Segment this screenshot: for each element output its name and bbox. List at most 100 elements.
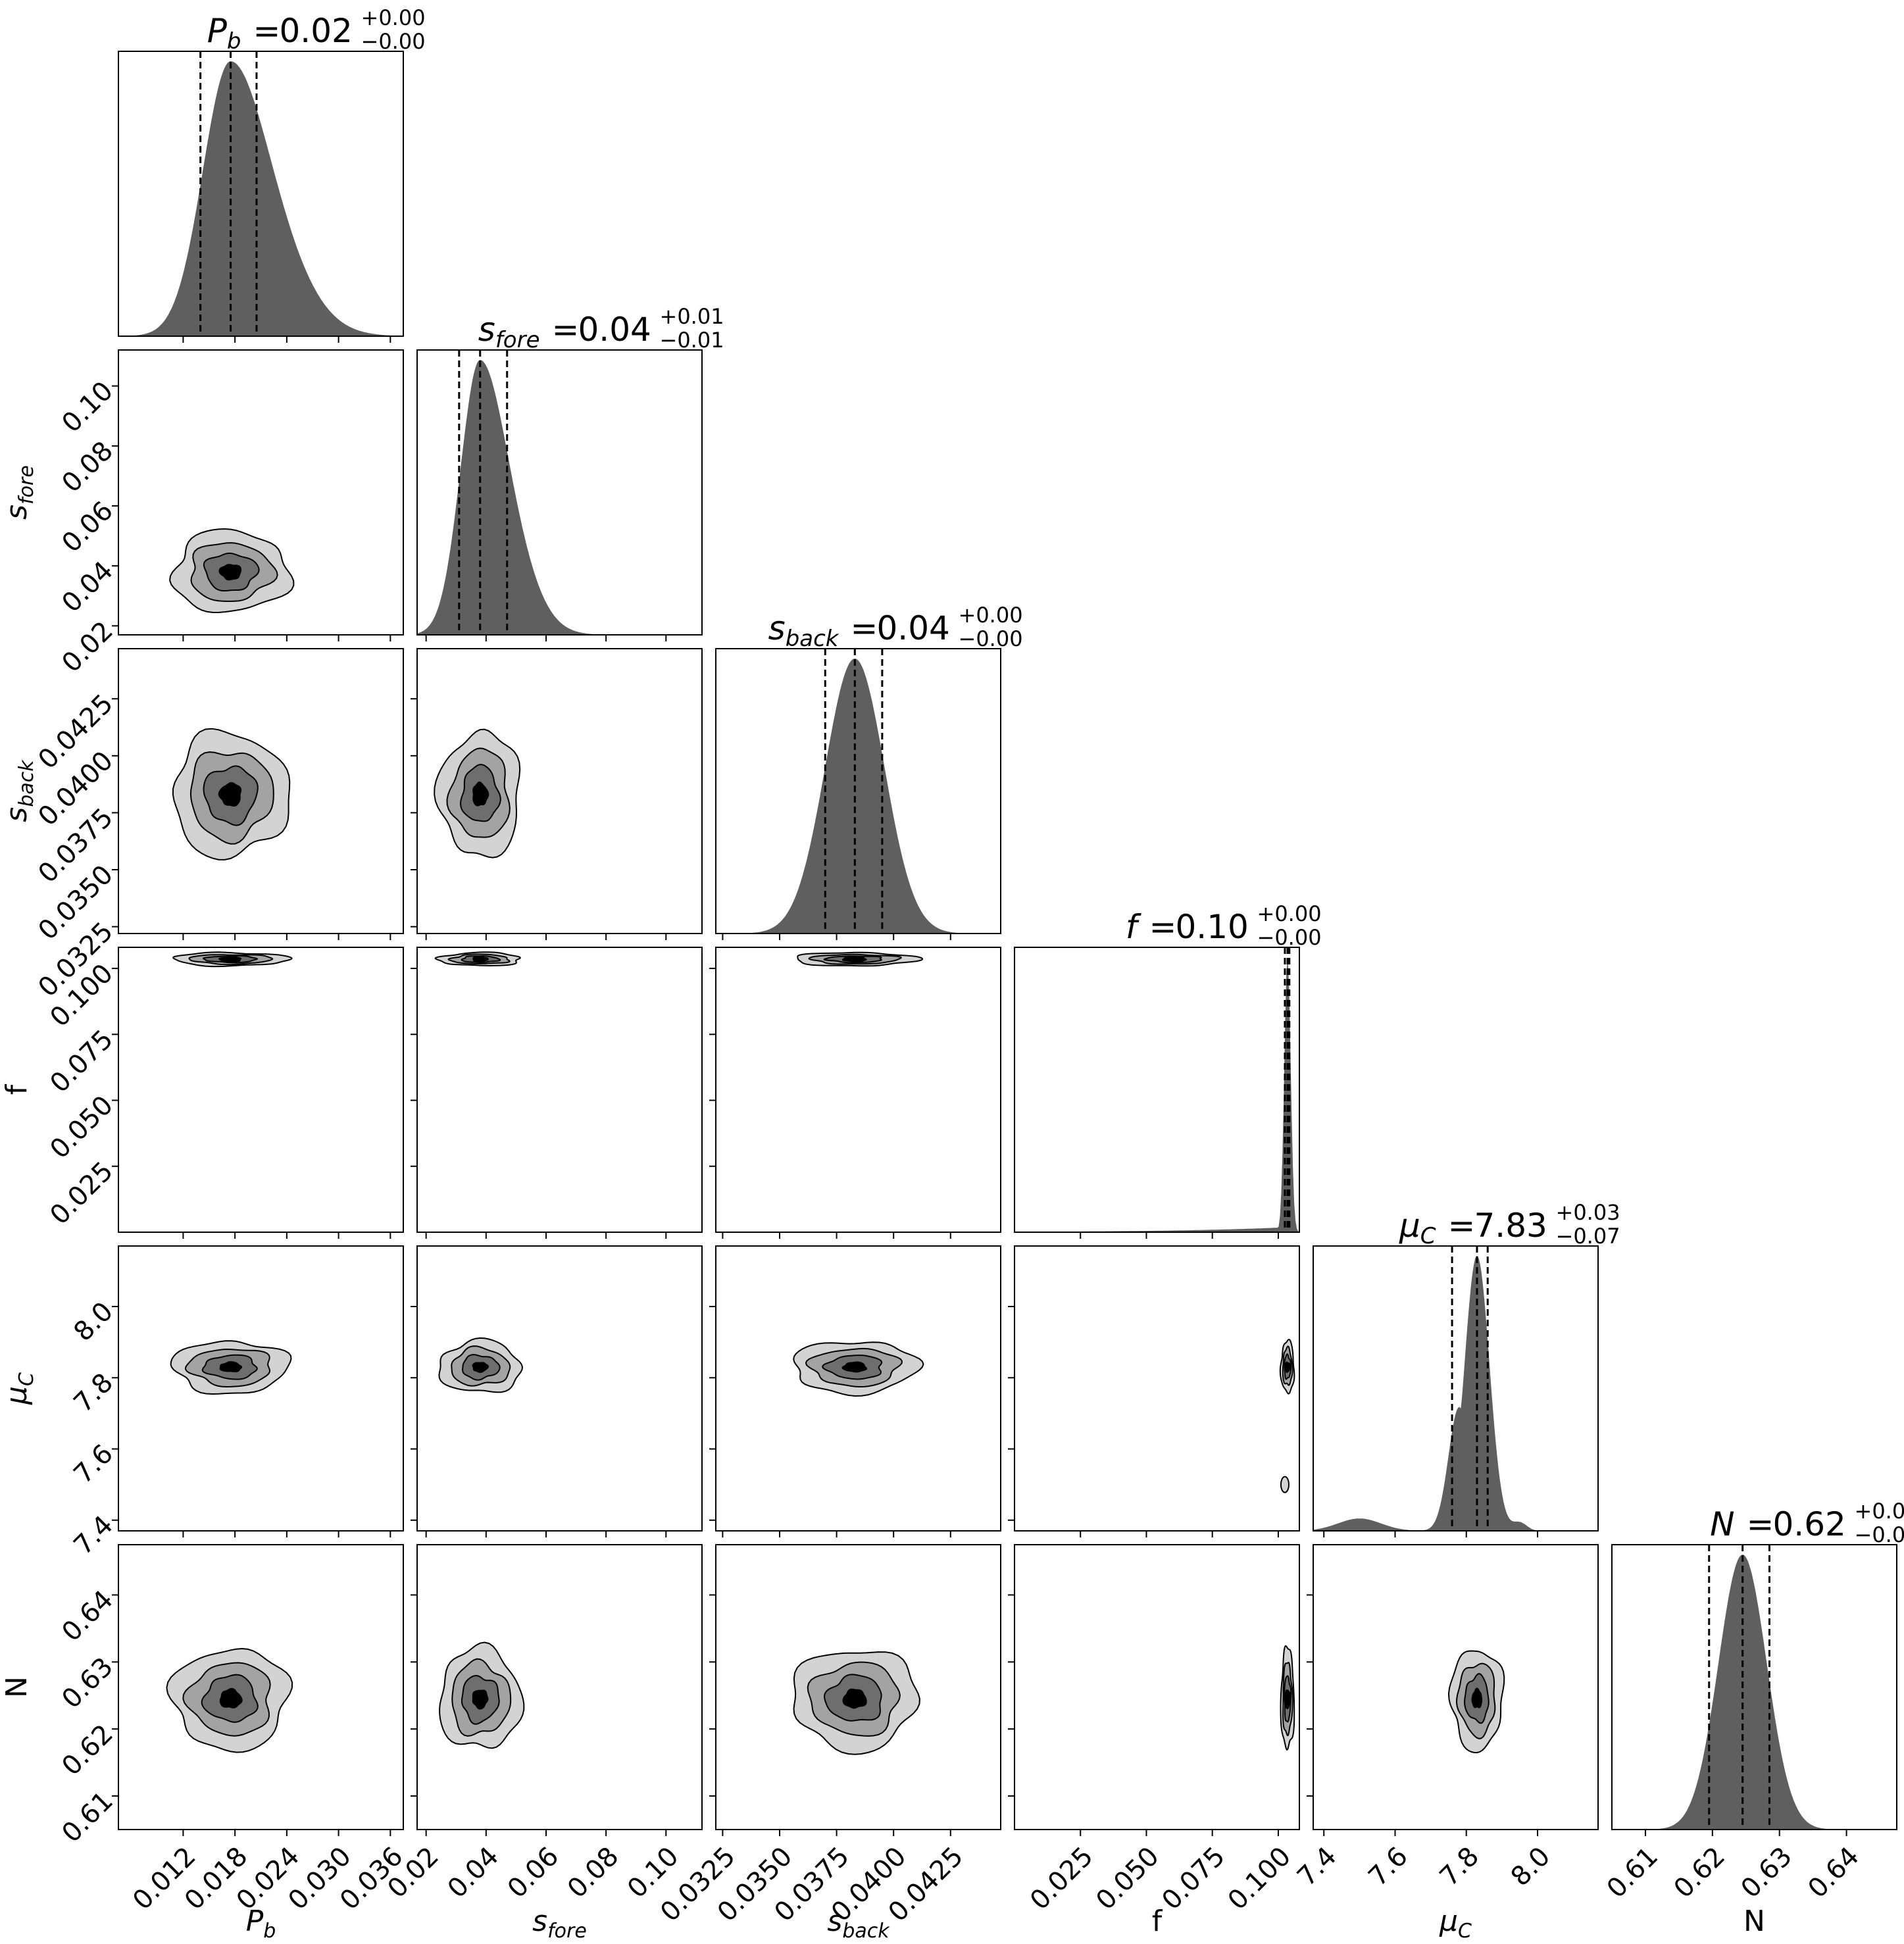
title-symbol-main: P [207,12,228,50]
hist-panel-muC: μC =7.83 +0.03−0.07 [1313,1200,1620,1537]
y-tick-label-muC: 7.6 [68,1439,119,1490]
x-axis-label-f: f [1152,1905,1163,1938]
x-tick-label-muC: 8.0 [1505,1841,1557,1893]
x-tick-label-N: 0.62 [1668,1841,1732,1905]
y-tick-label-sfore: 0.06 [56,495,119,559]
axis-label-main: P [246,1905,264,1938]
title-value-Pb: 0.02 [280,12,353,50]
x-tick-label-sfore: 0.04 [442,1841,505,1905]
title-symbol-sback: sback [768,609,839,652]
hist-panel-sback: sback =0.04 +0.00−0.00 [715,603,1023,940]
x-tick-label-sfore: 0.08 [562,1841,625,1905]
contour-panel-muC-vs-sfore [411,1245,703,1537]
panel-frame [1014,947,1300,1233]
y-tick-label-sfore: 0.04 [56,556,119,619]
contour-island [1280,1476,1290,1493]
axis-label-main: N [0,1676,34,1698]
axis-label-main: f [0,1084,34,1095]
title-symbol-sub: b [227,28,241,55]
axis-label-sub: fore [547,1920,587,1943]
x-axis-label-N: N [1743,1905,1765,1938]
panel-frame [1014,1245,1300,1532]
panel-frame [118,648,404,934]
panel-frame [118,1245,404,1532]
y-tick-label-sfore: 0.08 [56,436,119,499]
panel-frame [715,947,1001,1233]
panel-frame [715,648,1001,934]
title-plus-sback: +0.00 [959,603,1023,628]
title-minus-muC: −0.07 [1556,1224,1620,1249]
x-axis-label-muC: μC [1439,1905,1472,1943]
x-tick-label-f: 0.075 [1156,1841,1231,1916]
x-tick-label-sfore: 0.06 [502,1841,565,1905]
title-plus-N: +0.00 [1855,1499,1904,1524]
contour-peak [472,1689,489,1710]
title-N: N =0.62 +0.00−0.00 [1710,1499,1904,1547]
axis-label-main: μ [1439,1905,1458,1938]
title-symbol-muC: μC [1399,1207,1436,1249]
x-axis-label-Pb: Pb [246,1905,276,1943]
panel-frame [118,947,404,1233]
histogram-sfore [417,360,702,635]
contour-peak [219,1360,243,1373]
contour-panel-muC-vs-f [1008,1245,1300,1537]
x-axis-label-sback: sback [827,1905,890,1943]
axis-label-main: s [827,1905,842,1938]
title-sfore: sfore =0.04 +0.01−0.01 [478,304,724,353]
title-sback: sback =0.04 +0.00−0.00 [768,603,1023,652]
y-tick-label-sfore: 0.10 [56,376,119,439]
title-symbol-Pb: Pb [207,12,241,55]
contour-peak [218,956,242,962]
title-plus-Pb: +0.00 [361,5,426,30]
panel-frame [1611,1544,1897,1830]
x-tick-label-f: 0.025 [1024,1841,1099,1916]
x-tick-label-N: 0.63 [1735,1841,1798,1905]
title-minus-N: −0.00 [1855,1522,1904,1547]
title-symbol-f: f [1126,908,1141,946]
contour-peak [472,781,489,807]
title-value-f: 0.10 [1176,908,1249,946]
hist-panel-N: N=0.62+0.00−0.000.610.620.630.64 [1601,1499,1904,1904]
contour-panel-f-vs-sback [709,947,1001,1239]
y-tick-label-muC: 7.4 [68,1510,119,1561]
title-Pb: Pb =0.02 +0.00−0.00 [207,5,426,55]
title-symbol-sub: back [786,626,839,652]
panel-frame [118,1544,404,1830]
panel-frame [416,349,703,636]
title-equals: = [1149,908,1177,946]
title-symbol-main: s [478,311,495,349]
title-minus-Pb: −0.00 [361,29,426,54]
y-tick-label-N: 0.61 [56,1786,119,1849]
y-tick-label-sfore: 0.02 [56,616,119,679]
title-f: f =0.10 +0.00−0.00 [1126,901,1322,950]
histogram-f [1015,957,1299,1232]
histogram-sback [716,659,1001,934]
panel-frame [416,648,703,934]
title-equals: = [253,12,281,50]
panel-frame [118,349,404,636]
hist-panel-sfore: sfore =0.04 +0.01−0.01 [416,304,724,641]
contour-panel-sback-vs-sfore [411,648,703,940]
y-tick-label-N: 0.63 [56,1652,119,1715]
histogram-muC [1313,1256,1598,1531]
x-tick-label-N: 0.64 [1802,1841,1865,1905]
title-value-sback: 0.04 [877,609,950,647]
title-symbol-main: N [1710,1505,1734,1543]
title-symbol-N: N [1710,1505,1734,1543]
contour-peak [841,956,867,962]
axis-label-sub: fore [15,465,38,505]
axis-label-sub: b [263,1920,276,1943]
contour-peak [218,782,242,807]
y-tick-label-muC: 7.8 [68,1368,119,1419]
panel-frame [715,1544,1001,1830]
title-minus-sfore: −0.01 [660,328,724,353]
hist-panel-f: f =0.10 +0.00−0.00 [1014,901,1322,1239]
y-tick-label-f: 0.025 [44,1156,119,1231]
y-tick-label-muC: 8.0 [68,1296,119,1347]
contour-panel-muC-vs-Pb: 7.4 7.6 7.8 8.0 [68,1245,404,1561]
panel-frame [1014,1544,1300,1830]
panel-frame [118,51,404,337]
